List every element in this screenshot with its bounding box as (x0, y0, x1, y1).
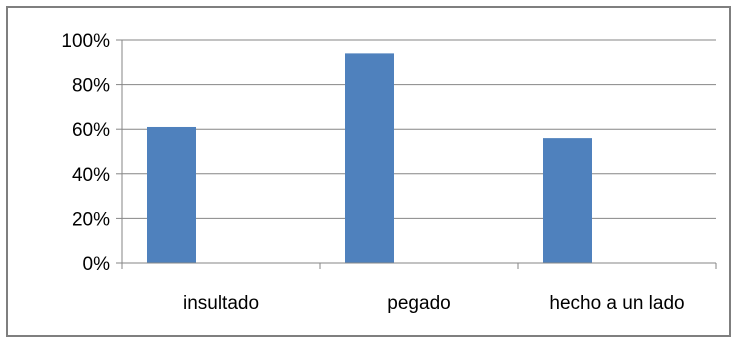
y-tick-label: 0% (83, 254, 111, 275)
y-tick-labels: 0% 20% 40% 60% 80% 100% (61, 31, 110, 275)
y-tick-label: 100% (61, 31, 110, 52)
x-category-labels: insultado pegado hecho a un lado (183, 293, 685, 314)
x-category-label: hecho a un lado (549, 293, 684, 314)
bar-insultado (147, 126, 196, 263)
gridlines (122, 39, 716, 219)
y-tick-label: 40% (72, 165, 110, 186)
x-category-label: pegado (387, 293, 450, 314)
axes (116, 39, 717, 269)
bars (147, 53, 592, 263)
y-tick-label: 60% (72, 120, 110, 141)
y-tick-label: 80% (72, 76, 110, 97)
bar-hecho-a-un-lado (543, 138, 592, 263)
x-category-label: insultado (183, 293, 259, 314)
y-tick-label: 20% (72, 209, 110, 230)
bar-pegado (345, 53, 394, 263)
